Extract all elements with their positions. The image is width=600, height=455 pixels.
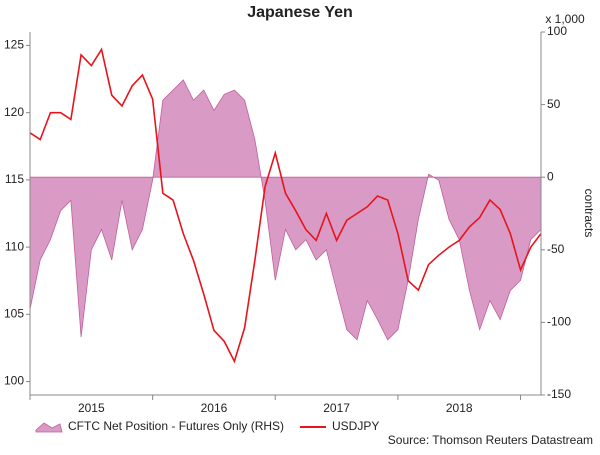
legend-label: USDJPY (332, 419, 379, 433)
y-tick-label: 100 (4, 374, 24, 388)
y-tick-label: 120 (4, 105, 24, 119)
chart-title: Japanese Yen (247, 4, 353, 21)
x-tick-label: 2017 (323, 401, 350, 415)
net-position-area (29, 79, 542, 341)
usdjpy-line (29, 47, 542, 364)
y-tick-label: 125 (4, 38, 24, 52)
y2-tick-label: -150 (547, 387, 571, 401)
legend-label: CFTC Net Position - Futures Only (RHS) (68, 419, 284, 433)
x-tick-label: 2016 (201, 401, 228, 415)
y2-tick-label: -100 (547, 315, 571, 329)
axis-unit-note: x 1,000 (545, 12, 585, 26)
x-tick-label: 2015 (78, 401, 105, 415)
y-tick-label: 110 (5, 239, 24, 253)
y2-tick-label: 50 (547, 97, 561, 111)
y2-tick-label: 0 (547, 169, 554, 183)
legend-swatch (35, 422, 63, 433)
y2-tick-label: 100 (547, 24, 567, 38)
y-tick-label: 115 (5, 172, 24, 186)
source-note: Source: Thomson Reuters Datastream (388, 433, 593, 447)
y2-tick-label: -50 (547, 242, 565, 256)
y2-axis-label: contracts (582, 189, 596, 238)
x-tick-label: 2018 (446, 401, 473, 415)
y-tick-label: 105 (4, 307, 24, 321)
